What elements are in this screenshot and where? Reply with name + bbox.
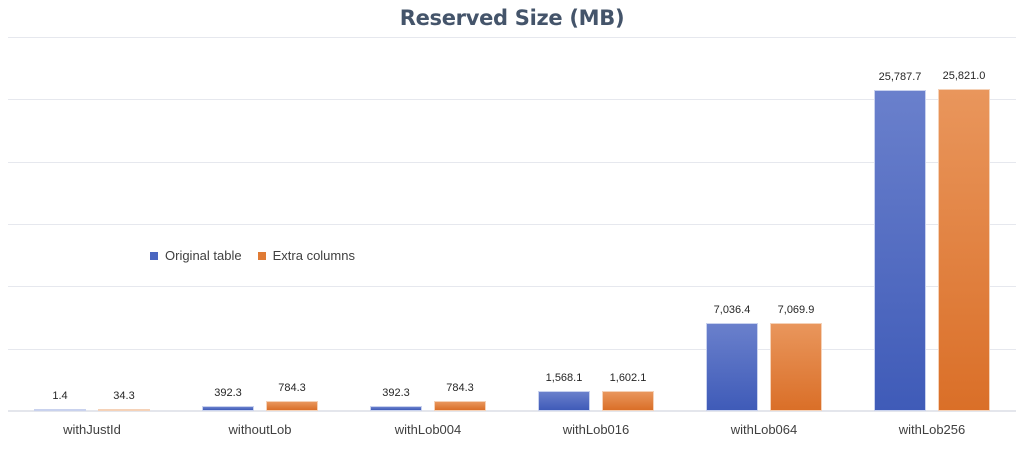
category-label: withoutLob xyxy=(228,422,292,437)
data-label: 1,602.1 xyxy=(609,372,647,385)
bar-withJustId-extra-columns xyxy=(98,409,150,411)
data-label: 34.3 xyxy=(113,390,135,402)
data-label: 25,787.7 xyxy=(878,70,922,83)
data-label: 784.3 xyxy=(446,382,474,395)
category-label: withJustId xyxy=(63,422,121,437)
gridline xyxy=(8,224,1016,225)
bar-withLob256-extra-columns xyxy=(938,89,990,411)
bar-withoutLob-extra-columns xyxy=(266,401,318,411)
data-label: 392.3 xyxy=(382,387,410,400)
bar-withoutLob-original-table xyxy=(202,406,254,411)
data-label: 392.3 xyxy=(214,387,242,400)
category-label: withLob256 xyxy=(898,422,966,437)
category-label: withLob004 xyxy=(394,422,462,437)
legend-swatch-icon xyxy=(257,251,266,260)
data-label: 7,036.4 xyxy=(713,304,751,317)
legend: Original table Extra columns xyxy=(150,248,371,263)
data-label: 7,069.9 xyxy=(777,303,815,316)
data-label: 1,568.1 xyxy=(545,372,583,385)
plot-area: 1.4 34.3 392.3 784.3 392.3 784.3 1,568.1 1,602.… xyxy=(8,37,1016,412)
bar-withLob016-extra-columns xyxy=(602,391,654,411)
gridline xyxy=(8,37,1016,38)
data-label: 25,821.0 xyxy=(942,70,986,83)
legend-label: Extra columns xyxy=(272,248,355,263)
bar-withLob064-original-table xyxy=(706,323,758,411)
data-label: 784.3 xyxy=(278,382,306,395)
bar-withLob016-original-table xyxy=(538,391,590,411)
legend-swatch-icon xyxy=(150,251,158,260)
category-label: withLob016 xyxy=(562,422,630,437)
gridline xyxy=(8,348,1016,350)
data-label: 1.4 xyxy=(52,390,68,402)
bar-withLob004-extra-columns xyxy=(434,401,486,411)
bar-withLob256-original-table xyxy=(874,89,926,411)
gridline xyxy=(8,286,1016,288)
legend-item-original-table: Original table xyxy=(150,248,242,263)
bar-withLob064-extra-columns xyxy=(770,322,822,411)
legend-label: Original table xyxy=(165,248,242,263)
category-label: withLob064 xyxy=(730,422,798,437)
x-axis-line xyxy=(8,410,1016,412)
bar-withJustId-original-table xyxy=(34,409,86,411)
chart-title: Reserved Size (MB) xyxy=(399,6,625,30)
legend-item-extra-columns: Extra columns xyxy=(257,248,355,263)
gridline xyxy=(8,99,1016,101)
gridline xyxy=(8,161,1016,163)
bar-withLob004-original-table xyxy=(370,406,422,411)
